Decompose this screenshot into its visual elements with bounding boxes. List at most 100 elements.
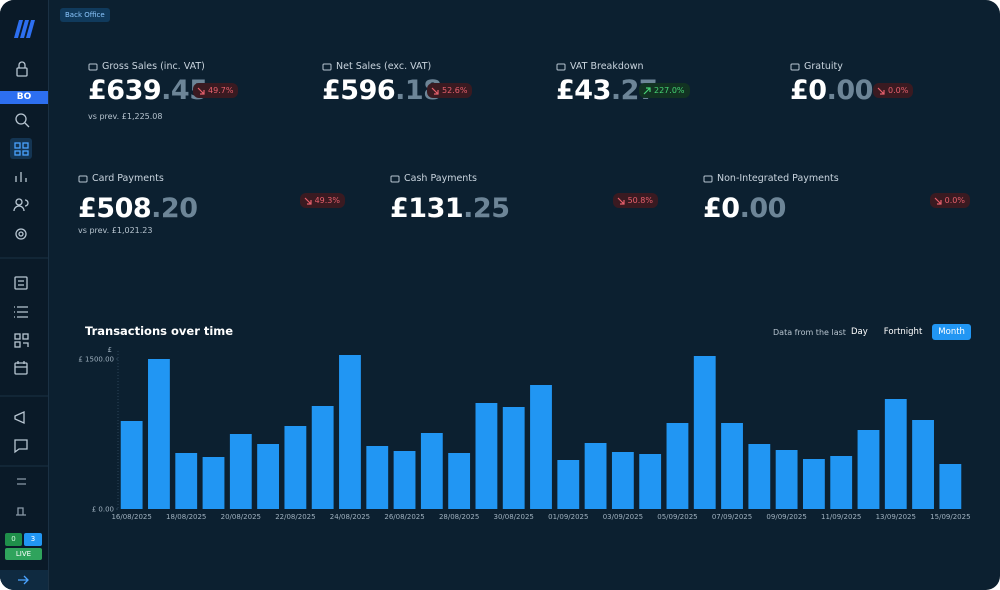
- kpi-value: £0.00: [790, 75, 873, 106]
- status: LIVE: [5, 548, 42, 560]
- bar: [912, 420, 934, 509]
- kpi-label: Gross Sales (inc. VAT): [102, 61, 205, 72]
- bar: [420, 433, 443, 509]
- chart-title: Transactions over time: [85, 324, 234, 338]
- bar: [775, 450, 798, 509]
- kpi-whole: £0: [703, 193, 740, 224]
- x-tick-label: 16/08/2025: [111, 513, 151, 521]
- kpi-icon: [78, 175, 88, 183]
- icon-shape: [88, 63, 98, 71]
- trend-arrow: [643, 86, 651, 94]
- range-button[interactable]: Month: [932, 324, 971, 340]
- bar: [748, 444, 771, 509]
- previous-value: vs prev. £1,021.23: [78, 226, 153, 235]
- previous-value: vs prev. £1,225.08: [88, 112, 163, 121]
- kpi-label: Card Payments: [92, 173, 164, 184]
- search-icon[interactable]: [15, 113, 27, 125]
- change-value: 52.6%: [442, 86, 468, 95]
- breadcrumb[interactable]: Back Office: [60, 8, 110, 22]
- bar: [884, 399, 907, 509]
- bar: [639, 454, 662, 509]
- kpi-value: £0.00: [703, 193, 786, 224]
- bo-badge: BO: [0, 91, 48, 104]
- kpi-icon: [790, 63, 800, 71]
- change-badge: 0.0%: [873, 83, 914, 98]
- users-icon[interactable]: [15, 198, 23, 206]
- bar: [721, 423, 743, 509]
- change-badge: 227.0%: [639, 83, 690, 98]
- store-icon[interactable]: [16, 507, 26, 516]
- kpi-whole: £596: [322, 75, 396, 106]
- icon-shape: [556, 63, 566, 71]
- range-label: Data from the last: [773, 328, 846, 337]
- y-tick-label: £ 0.00: [92, 506, 114, 514]
- range-button[interactable]: Fortnight: [883, 327, 923, 337]
- change-value: 49.7%: [208, 86, 234, 95]
- kpi-value: £639.45: [88, 75, 208, 106]
- bar: [311, 406, 334, 509]
- kpi-icon: [88, 63, 98, 71]
- kpi-icon: [390, 175, 400, 183]
- bar: [802, 459, 825, 509]
- x-tick-label: 03/09/2025: [603, 513, 643, 521]
- kpi-whole: £131: [390, 193, 464, 224]
- settings-icon[interactable]: [15, 228, 27, 240]
- kpi-whole: £639: [88, 75, 162, 106]
- kpi-value: £131.25: [390, 193, 510, 224]
- x-tick-label: 09/09/2025: [766, 513, 806, 521]
- arrow-shape: [197, 87, 205, 95]
- announce-icon[interactable]: [14, 410, 25, 425]
- orders-icon[interactable]: [14, 276, 28, 290]
- x-tick-label: 20/08/2025: [221, 513, 261, 521]
- bar: [666, 423, 689, 509]
- calendar-icon[interactable]: [14, 362, 28, 375]
- qr-icon[interactable]: [14, 333, 21, 340]
- kpi-value: £508.20: [78, 193, 198, 224]
- bar: [257, 444, 280, 509]
- sidebar-icons: [0, 20, 48, 590]
- change-badge: 52.6%: [427, 83, 473, 98]
- kpi-icon: [703, 175, 713, 183]
- sidebar: BO 0 3 LIVE: [0, 0, 49, 590]
- bar: [475, 403, 498, 509]
- bar: [175, 453, 198, 509]
- lock-icon[interactable]: [16, 67, 28, 77]
- bar: [448, 453, 471, 509]
- bar: [530, 385, 552, 509]
- kpi-label: Net Sales (exc. VAT): [336, 61, 432, 72]
- x-tick-label: 11/09/2025: [821, 513, 861, 521]
- y-tick-label: £ 1500.00: [78, 356, 114, 364]
- icon-shape: [322, 63, 332, 71]
- arrow-shape: [877, 87, 885, 95]
- feedback-icon[interactable]: [14, 439, 28, 454]
- bar: [284, 426, 307, 509]
- kpi-label: Non-Integrated Payments: [717, 173, 839, 184]
- arrow-shape: [643, 86, 651, 94]
- bar: [393, 451, 416, 509]
- change-value: 0.0%: [944, 196, 965, 205]
- change-badge: 0.0%: [929, 193, 970, 208]
- trend-arrow: [304, 197, 312, 205]
- adjust-icon[interactable]: [17, 478, 26, 485]
- icon-shape: [703, 175, 713, 183]
- bar: [830, 456, 853, 509]
- change-value: 50.8%: [627, 196, 653, 205]
- bar: [502, 407, 525, 509]
- kpi-label: VAT Breakdown: [570, 61, 644, 72]
- reports-icon[interactable]: [15, 172, 27, 182]
- range-button[interactable]: Day: [851, 327, 868, 337]
- kpi-decimal: .20: [151, 193, 198, 224]
- bar: [611, 452, 634, 509]
- x-tick-label: 13/09/2025: [876, 513, 916, 521]
- bar: [939, 464, 962, 509]
- bar: [557, 460, 580, 509]
- arrow-shape: [304, 197, 312, 205]
- trend-arrow: [617, 197, 625, 205]
- arrow-shape: [431, 87, 439, 95]
- counter: 3: [24, 533, 42, 546]
- list-icon[interactable]: [14, 306, 28, 318]
- range-buttons: Day Fortnight Month: [845, 324, 971, 340]
- x-tick-label: 28/08/2025: [439, 513, 479, 521]
